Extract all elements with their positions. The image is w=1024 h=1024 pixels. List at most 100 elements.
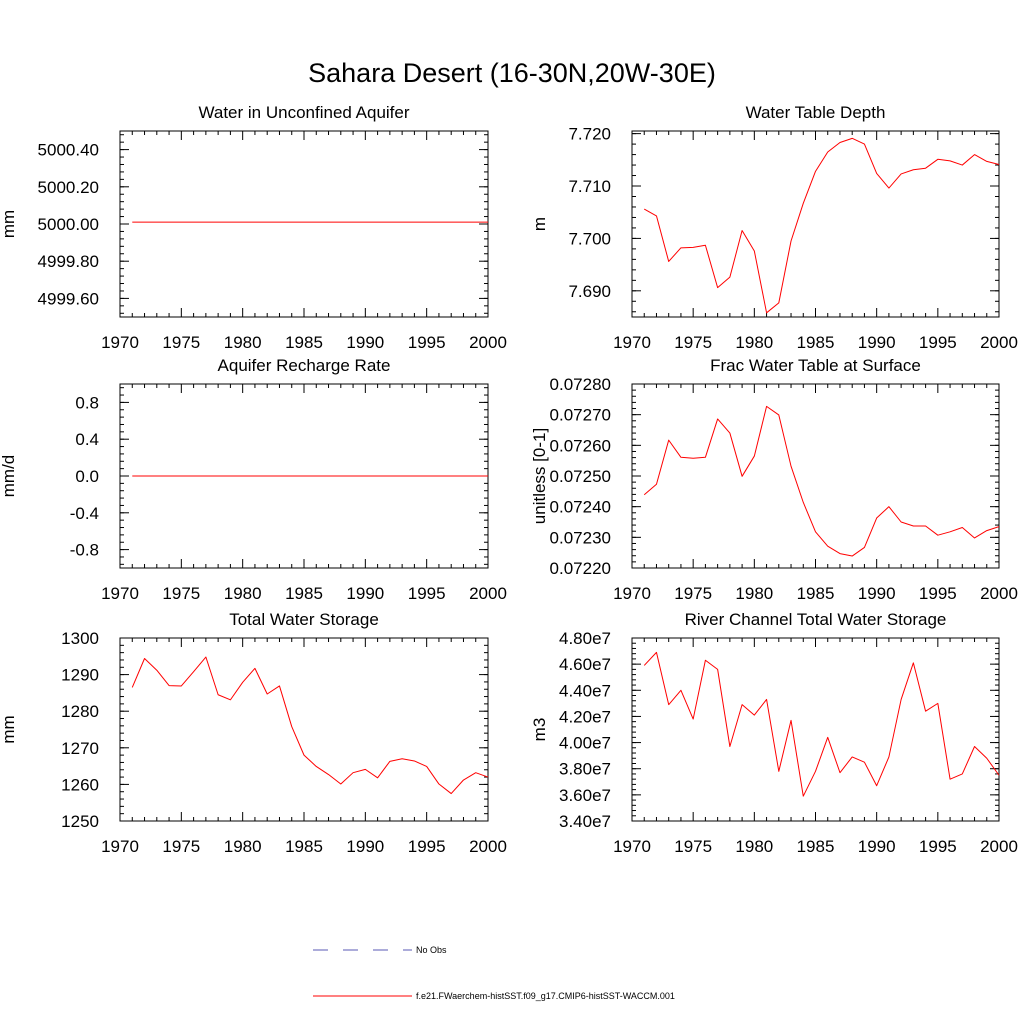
x-tick-label: 1995	[919, 584, 957, 603]
y-tick-label: 4999.80	[38, 252, 99, 271]
x-tick-label: 1985	[797, 584, 835, 603]
x-tick-label: 1980	[735, 837, 773, 856]
x-tick-label: 1995	[408, 333, 446, 352]
x-tick-label: 1970	[101, 333, 139, 352]
y-tick-label: 7.690	[568, 282, 611, 301]
x-tick-label: 1980	[735, 333, 773, 352]
x-tick-label: 1980	[735, 584, 773, 603]
y-tick-label: 3.80e7	[559, 760, 611, 779]
x-tick-label: 1970	[101, 837, 139, 856]
x-tick-label: 1985	[285, 333, 323, 352]
x-tick-label: 1970	[613, 584, 651, 603]
x-tick-label: 2000	[980, 584, 1018, 603]
y-tick-label: 4.20e7	[559, 707, 611, 726]
y-tick-label: -0.8	[70, 541, 99, 560]
y-axis-label: m3	[530, 718, 549, 742]
panel-5: Total Water Storage 1970 1975 1980 1985 1990 1…	[0, 610, 507, 856]
x-tick-label: 1990	[858, 837, 896, 856]
x-tick-label: 1975	[162, 837, 200, 856]
panels-group: Water in Unconfined Aquifer 1970 1975 1980 1…	[0, 103, 1018, 856]
y-tick-label: 0.07230	[550, 528, 611, 547]
x-tick-label: 1990	[346, 584, 384, 603]
panel-title: Water in Unconfined Aquifer	[198, 103, 409, 122]
x-tick-label: 1975	[674, 584, 712, 603]
x-tick-label: 2000	[469, 584, 507, 603]
x-tick-label: 1985	[797, 837, 835, 856]
y-tick-label: 0.0	[75, 467, 99, 486]
x-tick-label: 1980	[224, 584, 262, 603]
y-tick-label: 5000.20	[38, 178, 99, 197]
x-tick-label: 2000	[469, 333, 507, 352]
y-tick-label: 0.4	[75, 430, 99, 449]
y-tick-label: 7.700	[568, 229, 611, 248]
panel-title: Total Water Storage	[229, 610, 379, 629]
x-tick-label: 1980	[224, 333, 262, 352]
y-tick-label: 4.40e7	[559, 681, 611, 700]
panel-title: Water Table Depth	[746, 103, 886, 122]
x-tick-label: 1975	[674, 333, 712, 352]
panel-title: Aquifer Recharge Rate	[218, 356, 391, 375]
x-tick-label: 1970	[613, 333, 651, 352]
y-tick-label: 1260	[61, 775, 99, 794]
panel-title: River Channel Total Water Storage	[685, 610, 947, 629]
y-tick-label: 4.60e7	[559, 655, 611, 674]
y-tick-label: 5000.00	[38, 215, 99, 234]
panel-2: Water Table Depth 1970 1975 1980 1985 1990 199…	[530, 103, 1018, 352]
y-tick-label: -0.4	[70, 504, 99, 523]
x-tick-label: 2000	[980, 837, 1018, 856]
y-tick-label: 0.07260	[550, 436, 611, 455]
x-tick-label: 2000	[980, 333, 1018, 352]
x-tick-label: 1995	[408, 837, 446, 856]
x-tick-label: 2000	[469, 837, 507, 856]
panel-title: Frac Water Table at Surface	[710, 356, 921, 375]
x-tick-label: 1990	[346, 333, 384, 352]
x-tick-label: 1990	[858, 584, 896, 603]
panel-1: Water in Unconfined Aquifer 1970 1975 1980 1…	[0, 103, 507, 352]
y-tick-label: 1290	[61, 666, 99, 685]
series-line	[643, 137, 1000, 314]
y-tick-label: 4999.60	[38, 289, 99, 308]
panel-6: River Channel Total Water Storage 1970 197…	[530, 610, 1018, 856]
x-tick-label: 1975	[162, 584, 200, 603]
y-tick-label: 1300	[61, 629, 99, 648]
series-line	[131, 656, 489, 795]
y-tick-label: 5000.40	[38, 141, 99, 160]
x-tick-label: 1975	[162, 333, 200, 352]
y-axis-label: unitless [0-1]	[530, 428, 549, 524]
y-tick-label: 7.710	[568, 177, 611, 196]
y-tick-label: 4.00e7	[559, 734, 611, 753]
y-tick-label: 3.60e7	[559, 786, 611, 805]
x-tick-label: 1990	[858, 333, 896, 352]
x-tick-label: 1970	[101, 584, 139, 603]
y-tick-label: 1270	[61, 739, 99, 758]
y-tick-label: 7.720	[568, 125, 611, 144]
y-tick-label: 0.07240	[550, 498, 611, 517]
panel-3: Aquifer Recharge Rate 1970 1975 1980 1985 199…	[0, 356, 507, 603]
figure-title: Sahara Desert (16-30N,20W-30E)	[308, 58, 716, 88]
x-tick-label: 1995	[919, 837, 957, 856]
x-tick-label: 1985	[797, 333, 835, 352]
y-tick-label: 0.07250	[550, 467, 611, 486]
x-tick-label: 1985	[285, 837, 323, 856]
legend-obs-label: No Obs	[416, 945, 447, 955]
y-tick-label: 4.80e7	[559, 629, 611, 648]
y-tick-label: 0.07280	[550, 375, 611, 394]
y-tick-label: 3.40e7	[559, 812, 611, 831]
y-tick-label: 0.07270	[550, 406, 611, 425]
x-tick-label: 1985	[285, 584, 323, 603]
series-line	[643, 405, 1000, 557]
y-axis-label: m	[530, 217, 549, 231]
x-tick-label: 1975	[674, 837, 712, 856]
legend: No Obs f.e21.FWaerchem-histSST.f09_g17.C…	[313, 945, 675, 1001]
x-tick-label: 1995	[408, 584, 446, 603]
y-axis-label: mm	[0, 210, 18, 238]
y-tick-label: 0.8	[75, 393, 99, 412]
x-tick-label: 1980	[224, 837, 262, 856]
x-tick-label: 1995	[919, 333, 957, 352]
y-axis-label: mm/d	[0, 455, 18, 498]
y-tick-label: 0.07220	[550, 559, 611, 578]
x-tick-label: 1970	[613, 837, 651, 856]
x-tick-label: 1990	[346, 837, 384, 856]
series-line	[643, 651, 1000, 797]
